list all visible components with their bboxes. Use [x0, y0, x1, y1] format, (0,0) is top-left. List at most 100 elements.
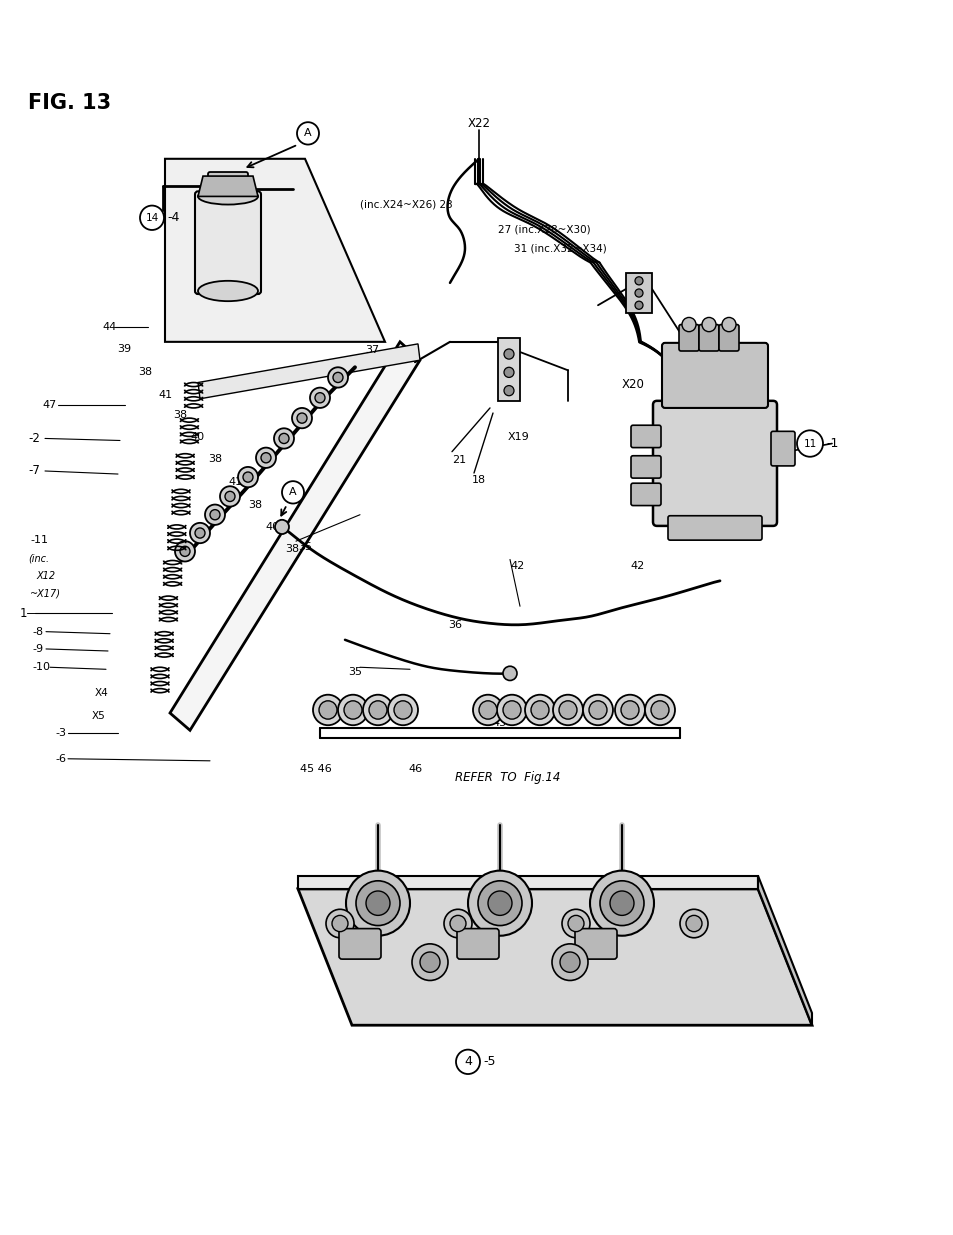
Polygon shape: [170, 342, 419, 730]
Circle shape: [567, 915, 583, 931]
Circle shape: [620, 700, 639, 719]
Circle shape: [210, 510, 220, 520]
Ellipse shape: [198, 188, 257, 205]
Circle shape: [558, 700, 577, 719]
Circle shape: [559, 952, 579, 972]
Circle shape: [796, 430, 822, 457]
Text: 37: 37: [365, 345, 378, 354]
FancyBboxPatch shape: [667, 516, 761, 540]
Text: FIG. 13: FIG. 13: [28, 93, 111, 112]
Text: 47: 47: [42, 400, 56, 410]
Circle shape: [524, 695, 555, 725]
Text: 45 46: 45 46: [299, 764, 332, 774]
Circle shape: [225, 492, 234, 501]
Text: 38: 38: [138, 367, 152, 378]
Text: -11: -11: [30, 535, 48, 545]
Circle shape: [588, 700, 606, 719]
Text: -5: -5: [482, 1056, 495, 1068]
Polygon shape: [758, 876, 811, 1025]
Circle shape: [366, 890, 390, 915]
Text: 41: 41: [158, 390, 172, 400]
Circle shape: [502, 700, 520, 719]
Text: ~X17): ~X17): [30, 588, 61, 598]
Circle shape: [503, 350, 514, 359]
Circle shape: [609, 890, 634, 915]
Circle shape: [419, 952, 439, 972]
Text: -1: -1: [825, 437, 838, 450]
Polygon shape: [165, 159, 385, 342]
Text: 40: 40: [190, 432, 204, 442]
Circle shape: [488, 890, 512, 915]
Circle shape: [552, 944, 587, 981]
Circle shape: [255, 447, 275, 468]
Text: REFER  TO  Fig.14: REFER TO Fig.14: [455, 771, 559, 783]
Text: 43: 43: [492, 719, 506, 729]
FancyBboxPatch shape: [630, 483, 660, 505]
FancyBboxPatch shape: [625, 273, 651, 314]
Text: 38: 38: [208, 453, 222, 464]
Text: -9: -9: [32, 643, 43, 655]
Circle shape: [313, 695, 343, 725]
Circle shape: [478, 700, 497, 719]
Text: 44: 44: [102, 321, 116, 331]
Text: 35: 35: [348, 667, 361, 677]
Circle shape: [205, 505, 225, 525]
Text: (inc.X24~X26) 23: (inc.X24~X26) 23: [359, 200, 453, 210]
Circle shape: [310, 388, 330, 408]
Circle shape: [443, 909, 472, 937]
Circle shape: [346, 871, 410, 936]
FancyBboxPatch shape: [679, 325, 699, 351]
Text: 11: 11: [802, 438, 816, 448]
Text: 27 (inc.X28~X30): 27 (inc.X28~X30): [497, 225, 590, 235]
Text: 42: 42: [629, 561, 643, 571]
Text: 18: 18: [472, 475, 486, 485]
FancyBboxPatch shape: [699, 325, 719, 351]
Text: (inc.: (inc.: [28, 553, 49, 563]
Circle shape: [328, 367, 348, 388]
FancyBboxPatch shape: [208, 172, 248, 196]
Circle shape: [468, 871, 532, 936]
Text: X12: X12: [36, 571, 55, 580]
Circle shape: [332, 915, 348, 931]
Circle shape: [326, 909, 354, 937]
Text: 46: 46: [408, 764, 421, 774]
Circle shape: [318, 700, 336, 719]
Circle shape: [635, 301, 642, 309]
Circle shape: [497, 695, 526, 725]
Text: 38: 38: [285, 545, 299, 555]
Circle shape: [296, 122, 318, 144]
Circle shape: [561, 909, 589, 937]
Text: YANMAR 3TNE74 DIESEL ENGINE — FUEL INJECTION VALVE: YANMAR 3TNE74 DIESEL ENGINE — FUEL INJEC…: [148, 22, 805, 42]
Text: -6: -6: [55, 753, 66, 763]
Circle shape: [681, 317, 696, 332]
Polygon shape: [198, 177, 257, 196]
Circle shape: [644, 695, 675, 725]
Circle shape: [174, 541, 194, 562]
Circle shape: [194, 527, 205, 538]
Circle shape: [363, 695, 393, 725]
Circle shape: [450, 915, 465, 931]
Circle shape: [456, 1050, 479, 1074]
Circle shape: [292, 408, 312, 429]
Circle shape: [282, 482, 304, 504]
Circle shape: [220, 487, 240, 506]
Circle shape: [333, 372, 343, 383]
Circle shape: [502, 666, 517, 680]
Circle shape: [190, 522, 210, 543]
Text: 42: 42: [510, 561, 524, 571]
Circle shape: [531, 700, 548, 719]
Text: 39: 39: [117, 345, 131, 354]
Text: X4: X4: [95, 688, 109, 698]
Circle shape: [278, 433, 289, 443]
Text: X5: X5: [91, 711, 106, 721]
Circle shape: [237, 467, 257, 488]
Circle shape: [369, 700, 387, 719]
Text: 21: 21: [452, 454, 466, 464]
Ellipse shape: [198, 280, 257, 301]
FancyBboxPatch shape: [661, 343, 767, 408]
FancyBboxPatch shape: [630, 456, 660, 478]
FancyBboxPatch shape: [719, 325, 739, 351]
Circle shape: [388, 695, 417, 725]
Text: 35: 35: [297, 542, 312, 552]
FancyBboxPatch shape: [652, 401, 776, 526]
